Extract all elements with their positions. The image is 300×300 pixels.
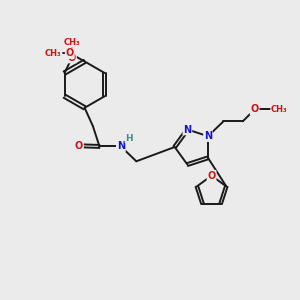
Text: O: O: [75, 141, 83, 151]
Text: CH₃: CH₃: [45, 49, 62, 58]
Text: CH₃: CH₃: [271, 105, 288, 114]
Text: O: O: [207, 171, 216, 181]
Text: CH₃: CH₃: [64, 38, 80, 46]
Text: O: O: [66, 48, 74, 58]
Text: N: N: [117, 141, 125, 152]
Text: N: N: [183, 124, 191, 134]
Text: O: O: [68, 52, 76, 63]
Text: H: H: [125, 134, 133, 142]
Text: N: N: [204, 131, 212, 141]
Text: O: O: [250, 104, 259, 114]
